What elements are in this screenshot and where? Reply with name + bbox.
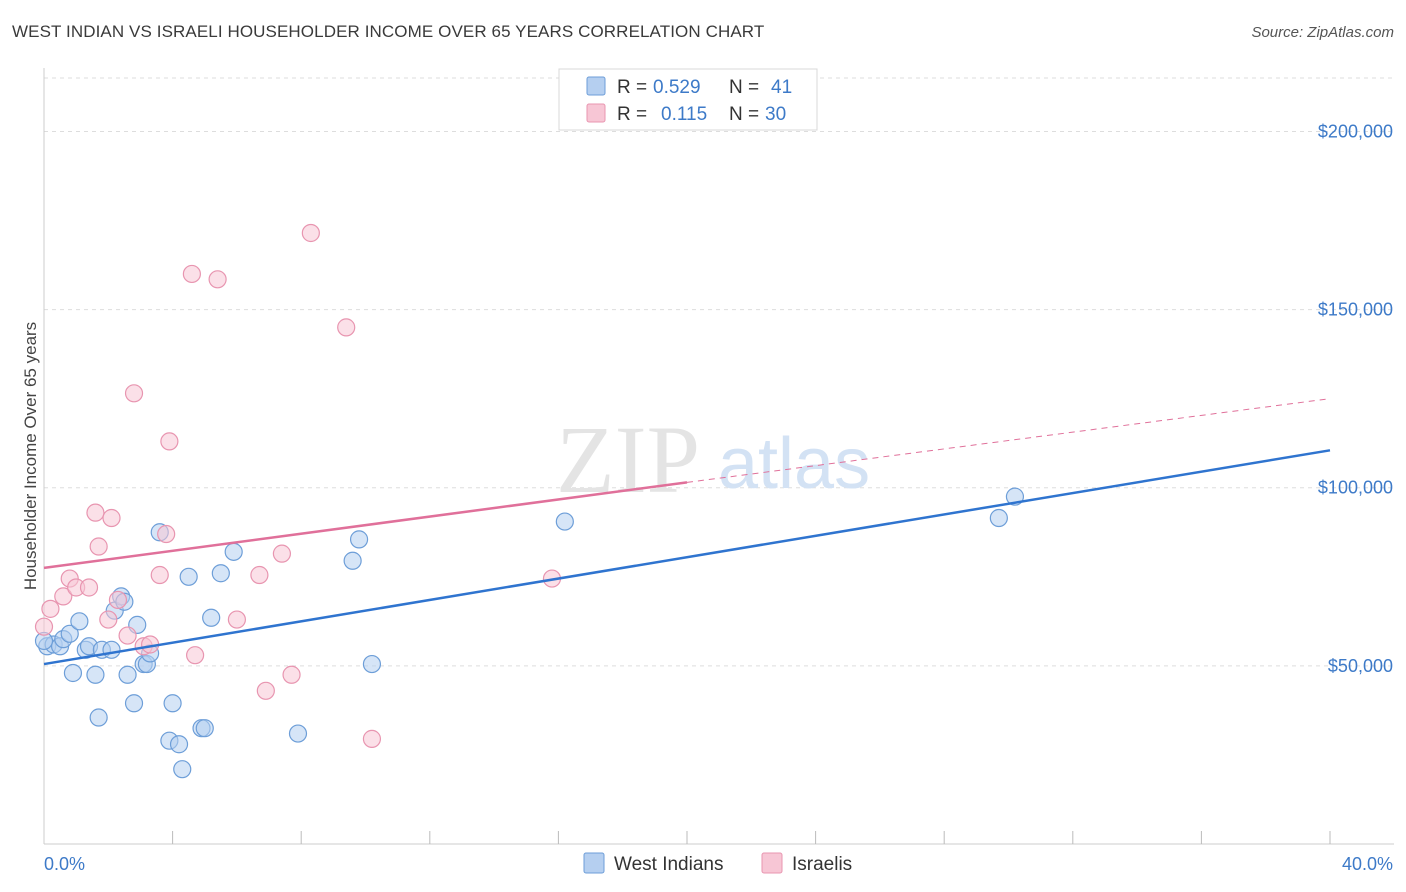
- legend-r-value: 0.115: [661, 104, 707, 125]
- israelis-point-22: [256, 681, 275, 700]
- legend-r-label: R =: [617, 77, 647, 98]
- y-tick-label: $100,000: [1318, 478, 1393, 498]
- israelis-point-4: [79, 578, 99, 597]
- israelis-point-0: [41, 599, 60, 618]
- west-indians-point-16: [118, 665, 137, 684]
- west-indians-point-35: [349, 530, 369, 549]
- israelis-point-26: [337, 318, 356, 337]
- israelis-point-19: [208, 270, 227, 289]
- legend-n-value: 30: [765, 104, 786, 125]
- legend-r-value: 0.529: [653, 77, 701, 98]
- israelis-point-10: [118, 626, 137, 645]
- x-tick-label-min: 0.0%: [44, 854, 85, 874]
- west-indians-point-5: [63, 663, 83, 683]
- legend-swatch-israelis: [586, 103, 606, 123]
- legend-r-label: R =: [617, 104, 647, 125]
- west-indians-trend-line: [43, 449, 1331, 666]
- israelis-point-15: [157, 524, 176, 544]
- israelis-point-24: [282, 665, 301, 684]
- israelis-point-8: [102, 508, 121, 528]
- chart-title: WEST INDIAN VS ISRAELI HOUSEHOLDER INCOM…: [12, 22, 765, 41]
- west-indians-point-32: [224, 542, 243, 561]
- west-indians-points: [34, 487, 1025, 779]
- y-axis-title: Householder Income Over 65 years: [21, 322, 40, 590]
- legend-n-label: N =: [729, 77, 759, 98]
- israelis-point-11: [124, 384, 144, 403]
- israelis-point-20: [227, 610, 246, 629]
- israelis-point-27: [362, 729, 382, 748]
- legend-bottom-swatch-israelis: [761, 852, 783, 874]
- israelis-trend-extension: [686, 398, 1331, 483]
- west-indians-point-6: [70, 612, 89, 631]
- west-indians-point-26: [173, 760, 192, 779]
- west-indians-point-17: [124, 694, 144, 713]
- israelis-point-29: [34, 617, 54, 636]
- west-indians-point-36: [362, 654, 382, 674]
- israelis-point-7: [99, 610, 118, 629]
- west-indians-point-38: [989, 508, 1008, 528]
- israelis-point-18: [186, 646, 205, 665]
- legend-swatch-west-indians: [586, 76, 606, 96]
- west-indians-point-33: [288, 724, 308, 743]
- israelis-point-14: [150, 565, 169, 585]
- west-indians-point-27: [179, 567, 198, 586]
- legend-bottom-swatch-west-indians: [583, 852, 605, 874]
- israelis-point-9: [108, 590, 128, 610]
- israelis-point-5: [86, 503, 105, 522]
- west-indians-point-4: [60, 624, 79, 643]
- israelis-point-1: [54, 587, 73, 606]
- israelis-point-23: [272, 544, 292, 563]
- watermark-atlas: atlas: [718, 424, 870, 504]
- west-indians-point-24: [163, 694, 182, 713]
- legend-bottom-label-west-indians: West Indians: [614, 854, 723, 875]
- x-tick-label-max: 40.0%: [1342, 854, 1393, 874]
- tick-labels: $50,000 $100,000 $150,000 $200,000 0.0% 40.0%: [44, 121, 1393, 874]
- israelis-point-25: [301, 223, 320, 243]
- west-indians-point-31: [211, 564, 230, 583]
- west-indians-point-10: [89, 708, 108, 727]
- legend-n-label: N =: [729, 104, 759, 125]
- y-tick-label: $200,000: [1318, 121, 1393, 141]
- watermark-zip: ZIP: [556, 406, 700, 513]
- israelis-point-17: [182, 264, 201, 284]
- legend-n-value: 41: [771, 77, 792, 98]
- legend-top: R = 0.529 N = 41 R = 0.115 N = 30: [558, 68, 818, 131]
- y-tick-label: $50,000: [1328, 656, 1393, 676]
- axes: [43, 68, 1394, 845]
- west-indians-point-29: [195, 719, 214, 738]
- watermark: ZIP atlas: [556, 406, 870, 513]
- israelis-points: [34, 223, 562, 748]
- source-label: Source: ZipAtlas.com: [1251, 24, 1394, 41]
- israelis-point-16: [160, 432, 179, 451]
- west-indians-point-9: [86, 665, 105, 684]
- west-indians-point-25: [169, 735, 189, 754]
- grid: [44, 77, 1394, 667]
- west-indians-point-30: [202, 608, 221, 627]
- legend-bottom-label-israelis: Israelis: [792, 854, 852, 875]
- west-indians-point-12: [102, 640, 121, 659]
- trend-lines: [43, 398, 1331, 666]
- legend-bottom: West Indians Israelis: [583, 852, 852, 875]
- israelis-point-21: [250, 565, 269, 585]
- israelis-point-6: [89, 537, 108, 556]
- israelis-trend-line: [43, 481, 688, 570]
- west-indians-point-34: [343, 551, 362, 570]
- west-indians-point-37: [555, 512, 574, 531]
- y-tick-label: $150,000: [1318, 300, 1393, 320]
